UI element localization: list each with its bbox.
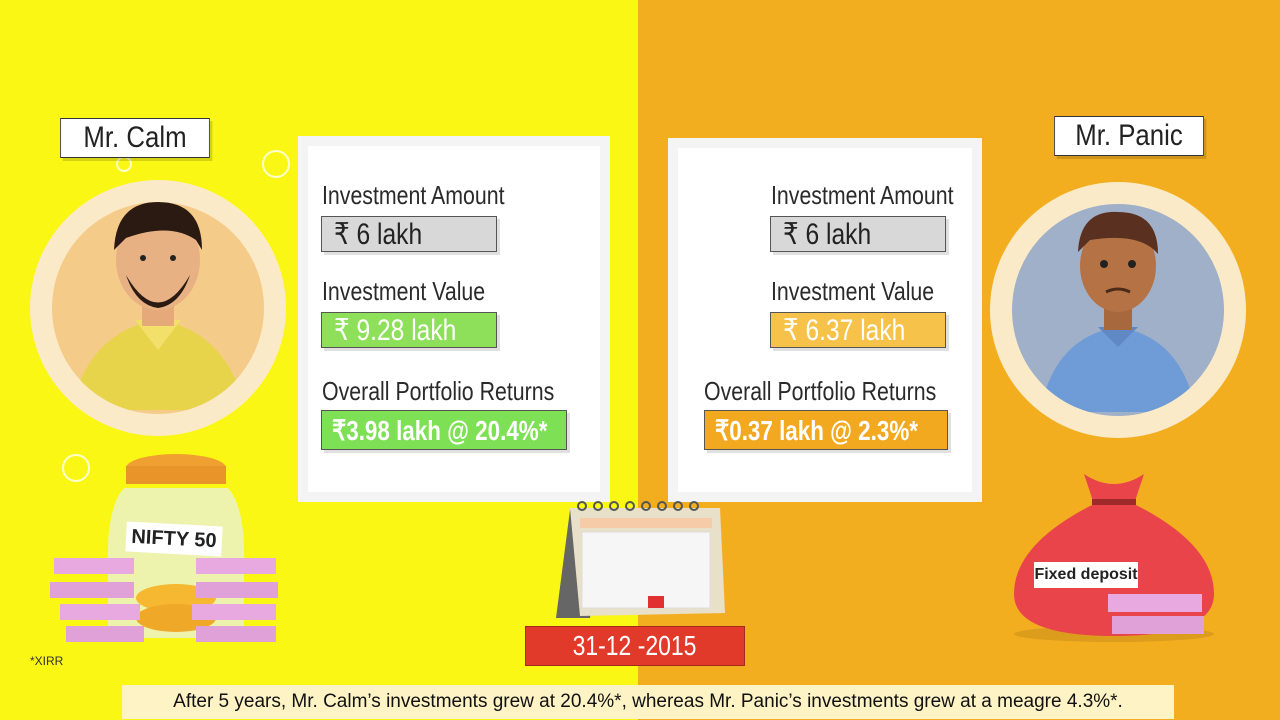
investment-value-label: Investment Value <box>771 276 935 306</box>
investment-amount-label: Investment Amount <box>322 180 505 210</box>
mr-calm-avatar <box>30 180 286 436</box>
investment-amount-label: Investment Amount <box>771 180 954 210</box>
portfolio-returns-value: ₹0.37 lakh @ 2.3%* <box>704 410 948 450</box>
caption-bar: After 5 years, Mr. Calm’s investments gr… <box>122 685 1174 719</box>
investment-value-value: ₹ 9.28 lakh <box>321 312 497 348</box>
portfolio-returns-value: ₹3.98 lakh @ 20.4%* <box>321 410 567 450</box>
ring-decoration <box>116 156 132 172</box>
investment-value-value: ₹ 6.37 lakh <box>770 312 946 348</box>
investment-amount-value: ₹ 6 lakh <box>770 216 946 252</box>
mr-panic-avatar <box>990 182 1246 438</box>
ring-decoration <box>262 150 290 178</box>
nifty-50-label: NIFTY 50 <box>125 521 223 557</box>
calm-man-icon <box>52 202 264 414</box>
portfolio-returns-label: Overall Portfolio Returns <box>322 376 555 406</box>
investment-amount-value: ₹ 6 lakh <box>321 216 497 252</box>
ring-decoration <box>62 454 90 482</box>
calendar-date-label: 31-12 -2015 <box>525 626 745 666</box>
panic-man-icon <box>1012 204 1224 416</box>
fixed-deposit-label: Fixed deposit <box>1034 562 1138 588</box>
money-bag-icon <box>1014 474 1214 642</box>
portfolio-returns-label: Overall Portfolio Returns <box>704 376 937 406</box>
investment-value-label: Investment Value <box>322 276 486 306</box>
mr-calm-name-label: Mr. Calm <box>60 118 210 158</box>
xirr-footnote: *XIRR <box>30 654 64 668</box>
calendar-icon <box>556 501 725 618</box>
mr-panic-name-label: Mr. Panic <box>1054 116 1204 156</box>
